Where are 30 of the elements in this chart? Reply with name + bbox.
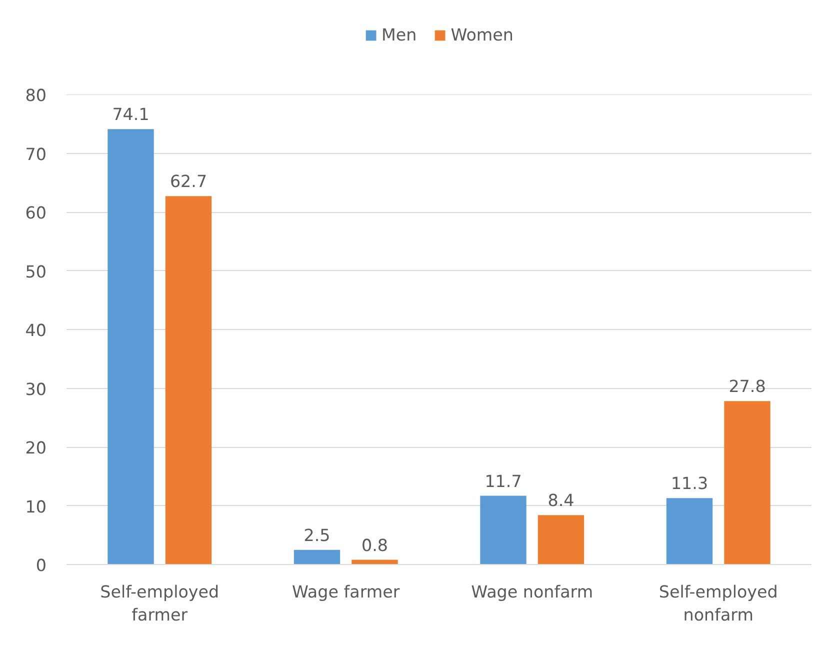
y-tick-label: 30 <box>25 380 47 399</box>
data-label: 8.4 <box>548 491 574 510</box>
x-tick-label: Wage nonfarm <box>471 582 594 602</box>
bar <box>165 196 212 564</box>
y-tick-label: 80 <box>25 86 47 105</box>
bar <box>108 129 154 564</box>
bar <box>666 498 713 564</box>
legend-label: Men <box>382 26 417 44</box>
data-label: 11.3 <box>670 474 708 494</box>
data-label: 11.7 <box>484 472 522 491</box>
y-tick-label: 20 <box>25 438 47 458</box>
data-label: 74.1 <box>112 105 150 124</box>
y-tick-label: 50 <box>25 262 47 282</box>
y-tick-label: 60 <box>25 204 47 222</box>
data-label: 2.5 <box>304 526 330 545</box>
legend-label: Women <box>450 26 514 44</box>
bar <box>538 515 584 564</box>
bar <box>294 550 340 564</box>
x-tick-label: Self-employed nonfarm <box>658 582 778 624</box>
y-tick-label: 10 <box>25 497 47 516</box>
y-tick-label: 0 <box>36 556 47 575</box>
x-tick-label: Wage farmer <box>292 582 400 602</box>
data-label: 0.8 <box>362 536 388 555</box>
y-tick-label: 40 <box>25 321 47 340</box>
data-label: 27.8 <box>728 377 766 396</box>
bar <box>480 496 526 564</box>
y-tick-label: 70 <box>25 144 47 164</box>
x-tick-label: Self-employed farmer <box>100 582 220 624</box>
bar <box>724 401 770 564</box>
data-label: 62.7 <box>170 172 208 192</box>
